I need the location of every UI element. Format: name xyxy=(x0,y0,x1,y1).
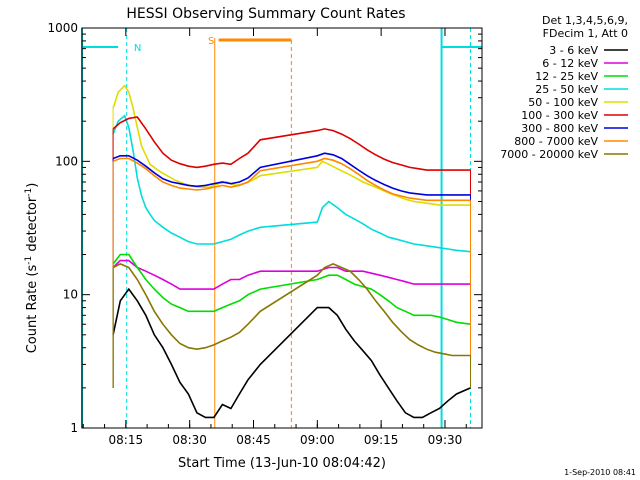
x-tick-label: 09:30 xyxy=(428,433,463,447)
series-line-6 xyxy=(112,152,471,196)
y-axis-label: Count Rate (s-1 detector-1) xyxy=(24,183,40,354)
legend-label: 12 - 25 keV xyxy=(535,70,598,83)
x-tick-label: 08:45 xyxy=(236,433,271,447)
night-marker-label: N xyxy=(134,43,141,54)
y-tick-label: 100 xyxy=(55,154,78,168)
legend-label: 3 - 6 keV xyxy=(549,44,598,57)
x-tick-label: 09:00 xyxy=(300,433,335,447)
series-line-0 xyxy=(112,287,471,419)
legend-label: 25 - 50 keV xyxy=(535,83,598,96)
legend-header: FDecim 1, Att 0 xyxy=(543,27,628,40)
chart-title: HESSI Observing Summary Count Rates xyxy=(126,6,405,22)
saa-marker-label: S xyxy=(208,36,214,47)
legend-label: 300 - 800 keV xyxy=(521,122,598,135)
series-line-3 xyxy=(112,114,471,253)
plot-frame xyxy=(81,27,483,429)
series-line-8 xyxy=(112,263,471,357)
x-tick-label: 09:15 xyxy=(364,433,399,447)
series-8 xyxy=(112,263,472,388)
x-axis-label: Start Time (13-Jun-10 08:04:42) xyxy=(178,456,386,471)
legend-label: 50 - 100 keV xyxy=(528,96,598,109)
series-line-4 xyxy=(112,84,471,206)
footer-timestamp: 1-Sep-2010 08:41 xyxy=(564,468,636,477)
series-line-1 xyxy=(112,259,471,290)
legend-label: 800 - 7000 keV xyxy=(514,135,598,148)
x-tick-label: 08:15 xyxy=(109,433,144,447)
legend-label: 7000 - 20000 keV xyxy=(500,148,598,161)
legend-header: Det 1,3,4,5,6,9, xyxy=(542,14,628,27)
series-line-2 xyxy=(112,253,471,325)
y-tick-label: 10 xyxy=(63,288,78,302)
legend-label: 100 - 300 keV xyxy=(521,109,598,122)
legend-label: 6 - 12 keV xyxy=(542,57,598,70)
series-line-7 xyxy=(112,157,471,202)
y-tick-label: 1 xyxy=(70,421,78,435)
series-line-5 xyxy=(112,116,471,171)
y-tick-label: 1000 xyxy=(47,21,78,35)
x-tick-label: 08:30 xyxy=(172,433,207,447)
